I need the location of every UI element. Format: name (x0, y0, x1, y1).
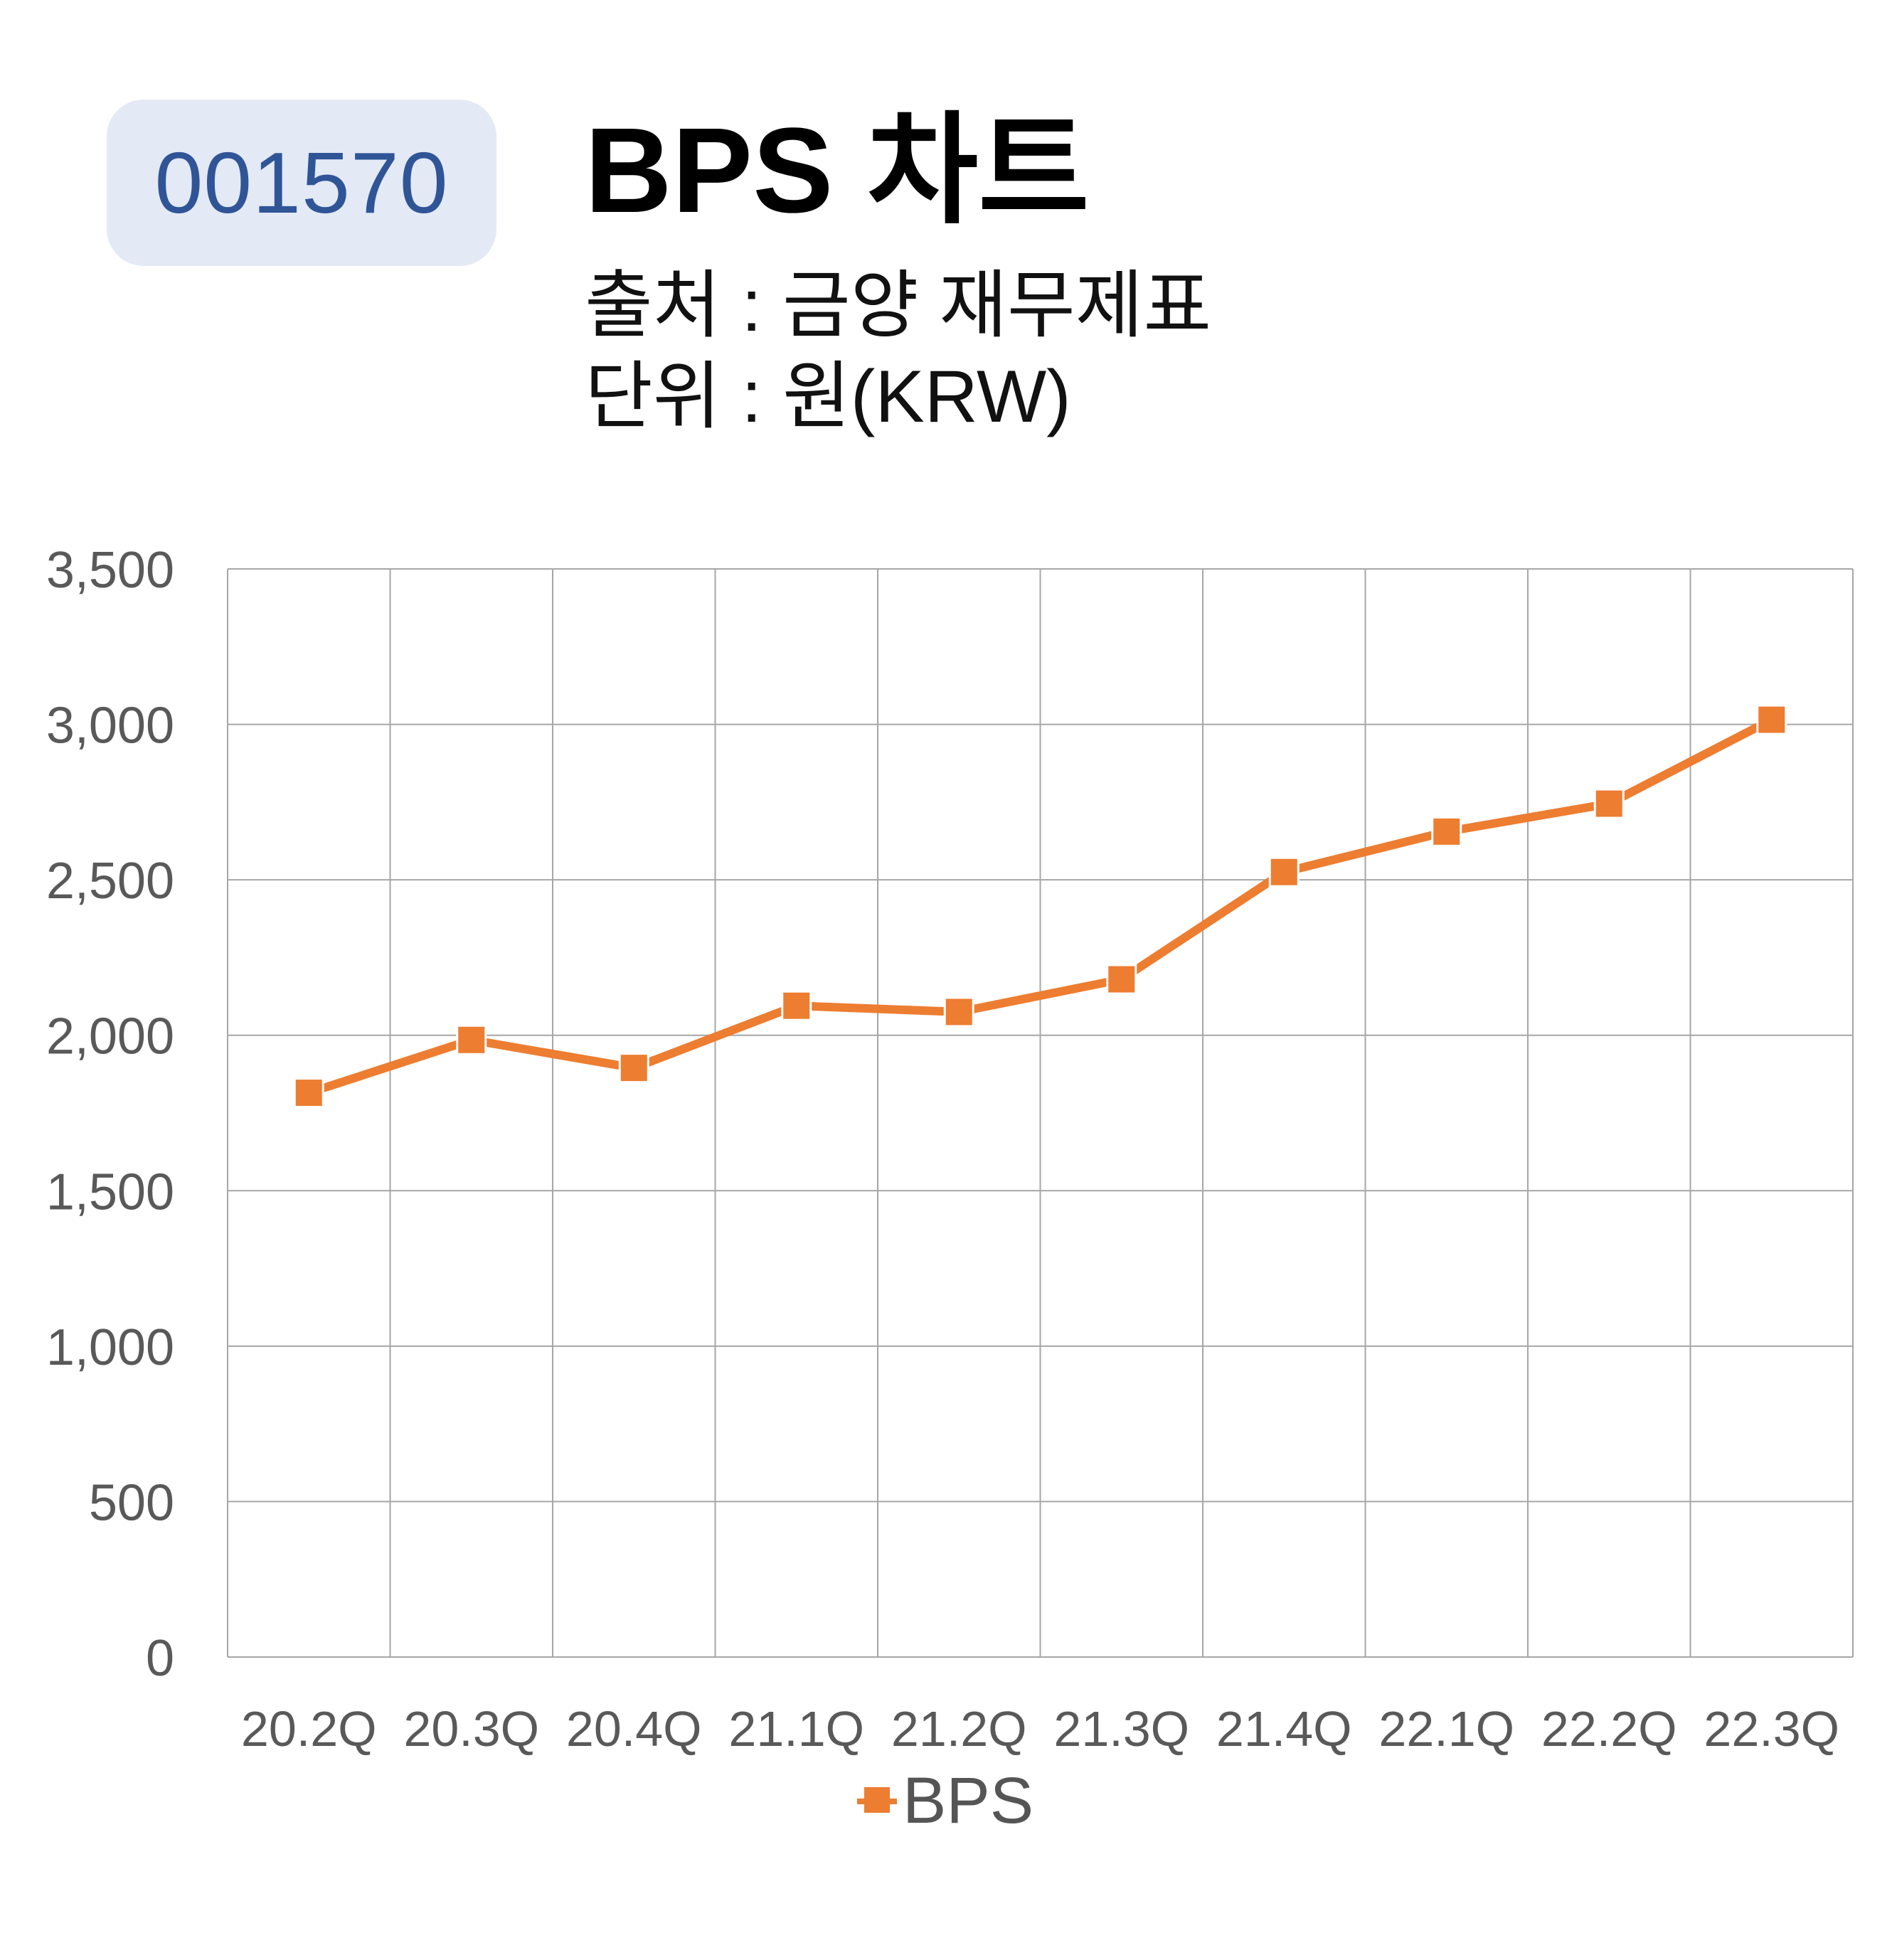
y-tick-label: 2,000 (46, 1008, 174, 1065)
data-point-marker (781, 990, 812, 1021)
y-tick-label: 2,500 (46, 853, 174, 910)
x-tick-label: 20.3Q (403, 1701, 539, 1757)
x-tick-label: 21.1Q (728, 1701, 864, 1757)
source-text: 출처 : 금양 재무제표 (585, 265, 1212, 347)
data-point-marker (943, 996, 974, 1028)
x-tick-label: 22.1Q (1378, 1701, 1514, 1757)
stock-code: 001570 (154, 134, 449, 231)
y-tick-label: 0 (146, 1630, 174, 1687)
data-point-marker (1268, 856, 1300, 888)
chart-title: BPS 차트 (585, 103, 1090, 238)
stock-code-badge: 001570 (107, 100, 496, 266)
y-tick-label: 1,500 (46, 1163, 174, 1220)
data-point-marker (618, 1053, 649, 1084)
x-tick-label: 20.2Q (241, 1701, 377, 1757)
x-tick-label: 22.3Q (1704, 1701, 1839, 1757)
y-tick-label: 1,000 (46, 1319, 174, 1376)
data-point-marker (1593, 788, 1625, 819)
x-tick-label: 21.2Q (891, 1701, 1027, 1757)
y-tick-label: 3,500 (46, 542, 174, 599)
legend-series-swatch (857, 1786, 897, 1813)
data-point-marker (456, 1024, 487, 1055)
data-point-marker (1106, 964, 1137, 995)
legend-square-marker-icon (864, 1786, 890, 1813)
data-point-marker (1431, 816, 1462, 847)
legend-series-label: BPS (903, 1764, 1034, 1837)
y-tick-label: 500 (89, 1474, 174, 1531)
y-tick-label: 3,000 (46, 698, 174, 755)
legend: BPS (857, 1764, 1033, 1838)
x-tick-label: 22.2Q (1541, 1701, 1677, 1757)
x-tick-label: 20.4Q (566, 1701, 702, 1757)
data-point-marker (1756, 704, 1787, 735)
unit-text: 단위 : 원(KRW) (585, 356, 1071, 438)
data-point-marker (293, 1077, 324, 1109)
x-tick-label: 21.3Q (1053, 1701, 1189, 1757)
x-tick-label: 21.4Q (1216, 1701, 1352, 1757)
series-line (304, 715, 1776, 1097)
